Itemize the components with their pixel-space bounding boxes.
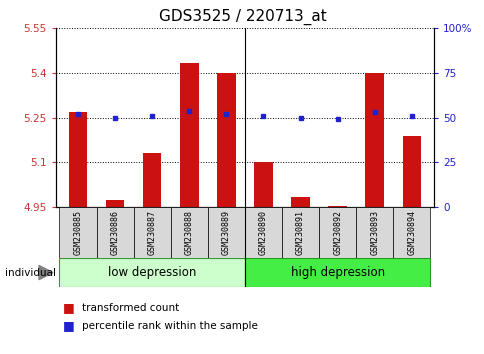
Bar [143,154,161,207]
Bar [328,206,346,207]
Text: GSM230888: GSM230888 [184,210,194,255]
Text: GSM230893: GSM230893 [369,210,378,255]
Bar [208,207,244,258]
Bar [402,136,420,207]
Polygon shape [39,266,53,280]
Bar [244,207,281,258]
Text: GSM230889: GSM230889 [221,210,230,255]
Text: individual: individual [5,268,56,278]
Text: GSM230892: GSM230892 [333,210,341,255]
Bar [170,207,208,258]
Text: low depression: low depression [108,266,196,279]
Bar [217,73,235,207]
Text: ■: ■ [63,302,75,314]
Text: high depression: high depression [290,266,384,279]
Bar [365,73,383,207]
Text: GSM230886: GSM230886 [110,210,120,255]
Bar [291,197,309,207]
Text: GDS3525 / 220713_at: GDS3525 / 220713_at [158,9,326,25]
Bar [393,207,429,258]
Bar [69,112,87,207]
Text: GSM230891: GSM230891 [295,210,304,255]
Text: GSM230890: GSM230890 [258,210,268,255]
Text: GSM230894: GSM230894 [407,210,415,255]
Bar [60,207,96,258]
Bar [96,207,134,258]
Bar [254,162,272,207]
Bar [355,207,393,258]
Text: ■: ■ [63,319,75,332]
Text: percentile rank within the sample: percentile rank within the sample [82,321,258,331]
Bar [318,207,355,258]
Text: GSM230887: GSM230887 [148,210,156,255]
Bar [134,207,170,258]
Text: GSM230885: GSM230885 [74,210,82,255]
Text: transformed count: transformed count [82,303,180,313]
Bar [180,63,198,207]
Bar [281,207,318,258]
Bar [244,258,429,287]
Bar [60,258,244,287]
Bar [106,200,124,207]
